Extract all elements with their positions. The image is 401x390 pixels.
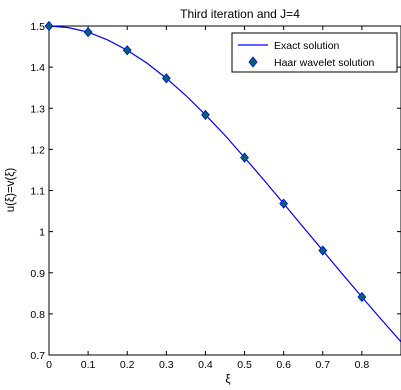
chart-title: Third iteration and J=4 [180, 7, 300, 21]
x-tick-label: 0 [46, 359, 52, 371]
y-tick-label: 0.7 [30, 350, 45, 362]
y-tick-label: 1.5 [30, 21, 45, 33]
x-tick-label: 0.6 [276, 359, 291, 371]
legend-marker-haar [248, 56, 258, 68]
legend-label-exact: Exact solution [274, 40, 340, 52]
y-tick-label: 1.4 [30, 62, 45, 74]
x-tick-label: 0.4 [198, 359, 213, 371]
legend-box [231, 32, 398, 73]
y-axis-label: u(ξ)=v(ξ) [5, 168, 17, 213]
legend-label-haar: Haar wavelet solution [274, 57, 375, 69]
x-tick-label: 0.7 [315, 359, 330, 371]
haar-marker [161, 73, 171, 84]
x-axis: 0 0.1 0.2 0.3 0.4 0.5 0.6 0.7 0.8 [46, 26, 369, 371]
haar-marker [83, 27, 93, 38]
haar-marker [122, 45, 132, 56]
y-tick-label: 0.8 [30, 309, 45, 321]
haar-marker [279, 198, 289, 209]
x-tick-label: 0.8 [355, 359, 370, 371]
haar-marker [240, 152, 249, 163]
y-tick-label: 1.3 [30, 103, 45, 115]
y-tick-label: 0.9 [30, 268, 45, 280]
haar-marker [201, 109, 210, 120]
y-tick-label: 1.2 [30, 144, 45, 156]
x-tick-label: 0.2 [120, 359, 135, 371]
x-tick-label: 0.5 [237, 359, 252, 371]
x-axis-label: ξ [225, 374, 230, 386]
x-tick-label: 0.3 [159, 359, 174, 371]
series-layer [44, 20, 401, 343]
haar-marker [44, 20, 54, 32]
series-line-exact [48, 25, 401, 343]
y-tick-label: 1.1 [30, 186, 45, 198]
haar-marker [357, 291, 367, 303]
y-tick-label: 1 [39, 227, 45, 239]
legend: Exact solution Haar wavelet solution [231, 32, 398, 73]
x-tick-label: 0.1 [81, 359, 96, 371]
plot-area [48, 25, 401, 356]
haar-marker [318, 245, 328, 256]
